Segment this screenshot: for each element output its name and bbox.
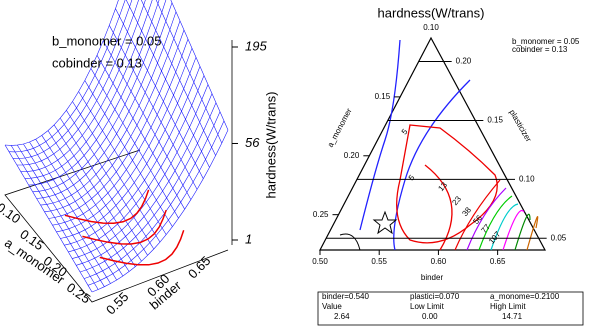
annotation: cobinder = 0.13 xyxy=(52,55,142,70)
contour xyxy=(478,195,513,251)
contour xyxy=(514,213,531,251)
mesh-line xyxy=(56,48,193,233)
y-tick-label: 0.55 xyxy=(103,289,132,318)
contour-label: 5 xyxy=(407,173,417,183)
table-cell: Low Limit xyxy=(410,302,445,311)
table-cell: 14.71 xyxy=(502,312,523,321)
mesh-line xyxy=(16,0,139,166)
z-tick-label: 195 xyxy=(245,38,267,53)
table-cell: High Limit xyxy=(490,302,526,311)
x-tick-label: 0.25 xyxy=(64,280,93,307)
star xyxy=(372,210,398,235)
mesh-line xyxy=(140,0,216,156)
contour xyxy=(454,179,501,251)
z-tick-label: 56 xyxy=(245,135,260,150)
contour-label: 5 xyxy=(400,127,410,137)
contour xyxy=(490,203,519,251)
z-axis-label: hardness(W/trans) xyxy=(263,92,278,199)
right-tick-label: 0.15 xyxy=(487,116,503,125)
bottom-tick-label: 0.55 xyxy=(371,257,387,266)
right-axis-label: plasticizer xyxy=(508,108,534,144)
contour-label: 38 xyxy=(460,205,473,218)
z-tick-label: 1 xyxy=(245,231,252,246)
mesh-line xyxy=(125,0,210,168)
mesh-line xyxy=(4,0,119,146)
mesh-line xyxy=(83,111,221,279)
bottom-tick-label: 0.65 xyxy=(490,257,506,266)
mesh-line xyxy=(91,129,229,293)
constraint xyxy=(339,233,361,251)
bottom-tick-label: 0.50 xyxy=(312,257,328,266)
left-tick-label: 0.15 xyxy=(375,92,391,101)
contour-label: 23 xyxy=(450,194,463,207)
mesh-line xyxy=(20,0,146,172)
right-tick-label: 0.20 xyxy=(456,57,472,66)
contour xyxy=(526,216,539,251)
annotation: b_monomer = 0.05 xyxy=(52,33,161,48)
floor-contour xyxy=(82,209,167,245)
mesh-line xyxy=(60,57,197,239)
table-header: binder=0.540 xyxy=(322,292,369,301)
table-cell: Value xyxy=(322,302,342,311)
mesh-line xyxy=(84,80,173,227)
contour xyxy=(396,124,498,244)
contour xyxy=(502,210,525,251)
mesh-line xyxy=(68,75,205,253)
contour xyxy=(359,39,401,231)
apex-label: 0.10 xyxy=(423,23,439,32)
mesh-line xyxy=(80,102,217,273)
floor-contour xyxy=(64,189,150,225)
floor-contour xyxy=(99,230,185,266)
table-header: a_monome=0.2100 xyxy=(490,292,560,301)
mesh-line xyxy=(109,25,198,190)
right-tick-label: 0.10 xyxy=(519,174,535,183)
mesh-line xyxy=(78,91,167,235)
mesh-line xyxy=(76,93,213,266)
mesh-line xyxy=(12,0,133,159)
left-tick-label: 0.25 xyxy=(313,210,329,219)
chart-title: hardness(W/trans) xyxy=(378,5,485,20)
mesh-line xyxy=(102,40,192,200)
contour xyxy=(393,79,471,251)
contour xyxy=(466,187,507,251)
table-box xyxy=(317,291,584,326)
mesh-line xyxy=(87,120,225,286)
contour xyxy=(424,164,453,251)
mesh-line xyxy=(170,0,229,131)
annotation: b_monomer = 0.05 xyxy=(512,37,580,46)
left-tick-label: 0.20 xyxy=(344,151,360,160)
table-cell: 0.00 xyxy=(422,312,438,321)
contour-label: 107 xyxy=(487,229,503,245)
mesh-line xyxy=(155,0,223,144)
left-axis-label: a_monomer xyxy=(326,107,354,149)
table-cell: 2.64 xyxy=(334,312,350,321)
triangle xyxy=(319,36,547,251)
annotation: cobinder = 0.13 xyxy=(512,45,568,54)
table-header: plastici=0.070 xyxy=(410,292,460,301)
mesh-line xyxy=(115,8,204,179)
bottom-tick-label: 0.60 xyxy=(431,257,447,266)
mesh-line xyxy=(96,55,185,210)
bottom-axis-label: binder xyxy=(421,273,444,282)
floor-edge xyxy=(4,149,229,303)
right-tick-label: 0.05 xyxy=(551,233,567,242)
mesh-line xyxy=(72,101,161,243)
mesh-line xyxy=(72,84,209,259)
mesh-line xyxy=(90,68,179,219)
